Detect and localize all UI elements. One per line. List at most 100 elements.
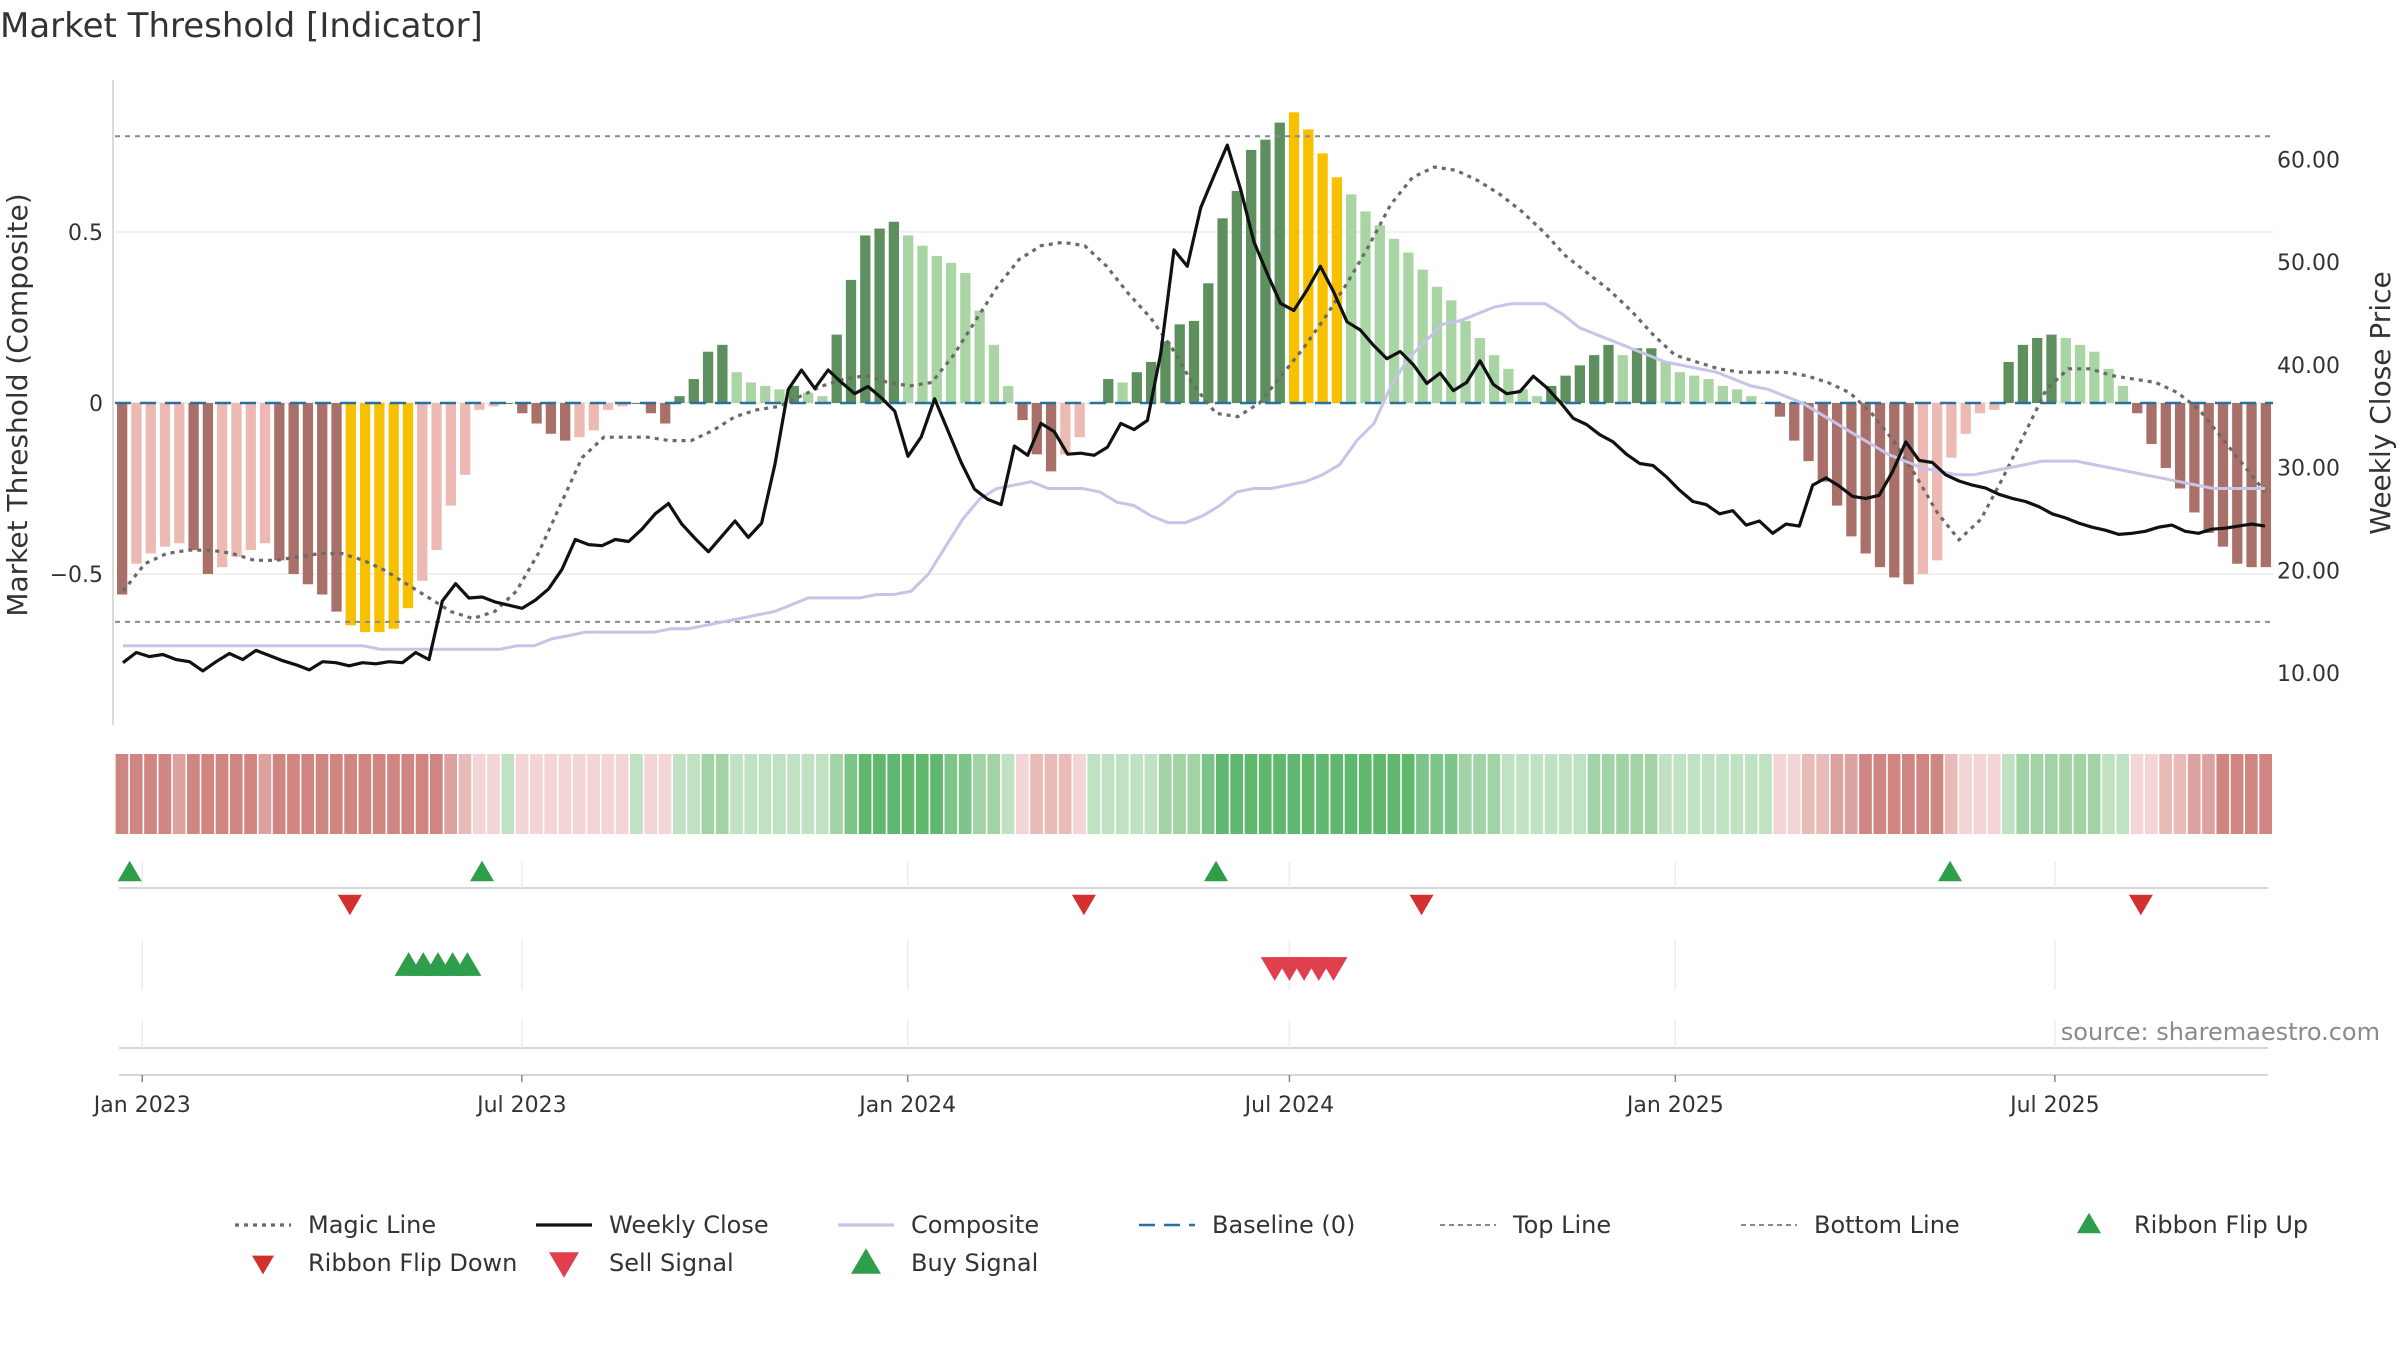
legend-label: Composite [911, 1211, 1039, 1239]
composite-bar [2046, 334, 2057, 403]
composite-bar [317, 403, 328, 595]
ribbon-cell [1173, 754, 1186, 834]
ribbon-cell [444, 754, 457, 834]
composite-bar [1417, 269, 1428, 403]
legend-label: Top Line [1512, 1211, 1611, 1239]
composite-bar [1660, 361, 1671, 403]
ribbon-cell [1144, 754, 1158, 834]
composite-bar [1060, 403, 1071, 455]
composite-bar [2089, 351, 2100, 403]
ribbon-cell [1458, 754, 1472, 834]
legend-swatch [851, 1248, 881, 1274]
composite-bar [1317, 153, 1328, 403]
ribbon-cell [773, 754, 786, 834]
composite-bar [1631, 348, 1643, 403]
composite-bar [1646, 348, 1657, 403]
composite-bar [1174, 324, 1185, 403]
series-lines [121, 143, 2267, 673]
ribbon-cell [1701, 754, 1715, 834]
legend: Magic Line Weekly Close Composite Baseline … [235, 1211, 2308, 1278]
composite-bar [131, 403, 142, 564]
composite-bar [274, 403, 285, 561]
sell-signal-marker [1319, 957, 1348, 981]
composite-bar [1160, 341, 1171, 403]
ribbon-cell [1573, 754, 1587, 834]
composite-bar [1989, 403, 2000, 410]
ribbon-cell [372, 754, 386, 834]
ribbon-cell [930, 754, 943, 834]
ribbon-cell [1673, 754, 1687, 834]
ribbon-cell [1473, 754, 1486, 834]
ribbon-cell [830, 754, 843, 834]
ribbon-cell [1158, 754, 1172, 834]
ribbon-cell [1873, 754, 1887, 834]
composite-bar [774, 389, 785, 403]
composite-bar [960, 273, 971, 403]
ribbon-cell [601, 754, 615, 834]
ribbon-cell [1544, 754, 1558, 834]
ribbon-cell [658, 754, 672, 834]
composite-bar [702, 351, 714, 403]
ribbon-cell [129, 754, 143, 834]
composite-bar [2203, 403, 2214, 533]
composite-bar [517, 403, 528, 414]
ribbon-cell [1801, 754, 1815, 834]
composite-bar [1860, 403, 1871, 554]
ribbon-cell [572, 754, 586, 834]
signal-panels: Jan 2023 Jul 2023 Jan 2024 Jul 2024 Jan 2025… [92, 860, 2268, 1118]
composite-bar [731, 372, 742, 403]
right-tick-label: 40.00 [2277, 354, 2340, 379]
composite-bar [345, 403, 356, 626]
left-tick-label: 0.5 [68, 221, 103, 246]
composite-bar [531, 403, 542, 424]
composite-bar [988, 344, 1000, 403]
composite-bar [1960, 403, 1971, 434]
ribbon-cell [1115, 754, 1129, 834]
composite-bar [1388, 238, 1400, 403]
ribbon-cell [1916, 754, 1930, 834]
ribbon-cell [1944, 754, 1958, 834]
ribbon-cell [301, 754, 315, 834]
axes: 0.5 0 −0.5 60.00 50.00 40.00 30.00 20.00 10.00 Ma… [1, 80, 2397, 725]
ribbon-cell [1344, 754, 1358, 834]
composite-bar [974, 310, 985, 403]
composite-bar [474, 403, 485, 410]
ribbon-cell [715, 754, 729, 834]
ribbon-cell [1973, 754, 1987, 834]
composite-bar [845, 279, 857, 403]
legend-item-composite: Composite [838, 1211, 1039, 1239]
legend-item-weekly-close: Weekly Close [536, 1211, 769, 1239]
composite-bar [1603, 344, 1614, 403]
left-tick-label: −0.5 [50, 563, 103, 588]
ribbon-cell [2102, 754, 2115, 834]
composite-bar [931, 255, 942, 403]
composite-bar [788, 385, 799, 403]
ribbon-cell [958, 754, 972, 834]
composite-bar [817, 396, 828, 403]
ribbon-cell [358, 754, 372, 834]
composite-bar [1817, 403, 1828, 482]
ribbon-cell [1644, 754, 1658, 834]
composite-bar [1460, 320, 1471, 403]
ribbon-cell [1358, 754, 1372, 834]
composite-bar [1803, 403, 1814, 462]
ribbon-cell [1759, 754, 1772, 834]
ribbon-cell [315, 754, 329, 834]
ribbon-cell [2116, 754, 2130, 834]
ribbon-cell [1101, 754, 1115, 834]
ribbon-cell [644, 754, 658, 834]
ribbon-cell [1730, 754, 1744, 834]
composite-bar [831, 334, 842, 403]
composite-bar [1703, 379, 1714, 403]
composite-bar [1446, 300, 1457, 403]
left-tick-label: 0 [89, 392, 103, 417]
composite-bar [145, 403, 156, 554]
composite-bar [374, 403, 385, 633]
ribbon-cell [215, 754, 229, 834]
right-tick-label: 60.00 [2277, 149, 2340, 174]
ribbon-cell [1401, 754, 1415, 834]
composite-bar [245, 403, 256, 551]
ribbon-cell [1530, 754, 1544, 834]
ribbon-cell [244, 754, 257, 834]
composite-bar [1303, 129, 1314, 403]
